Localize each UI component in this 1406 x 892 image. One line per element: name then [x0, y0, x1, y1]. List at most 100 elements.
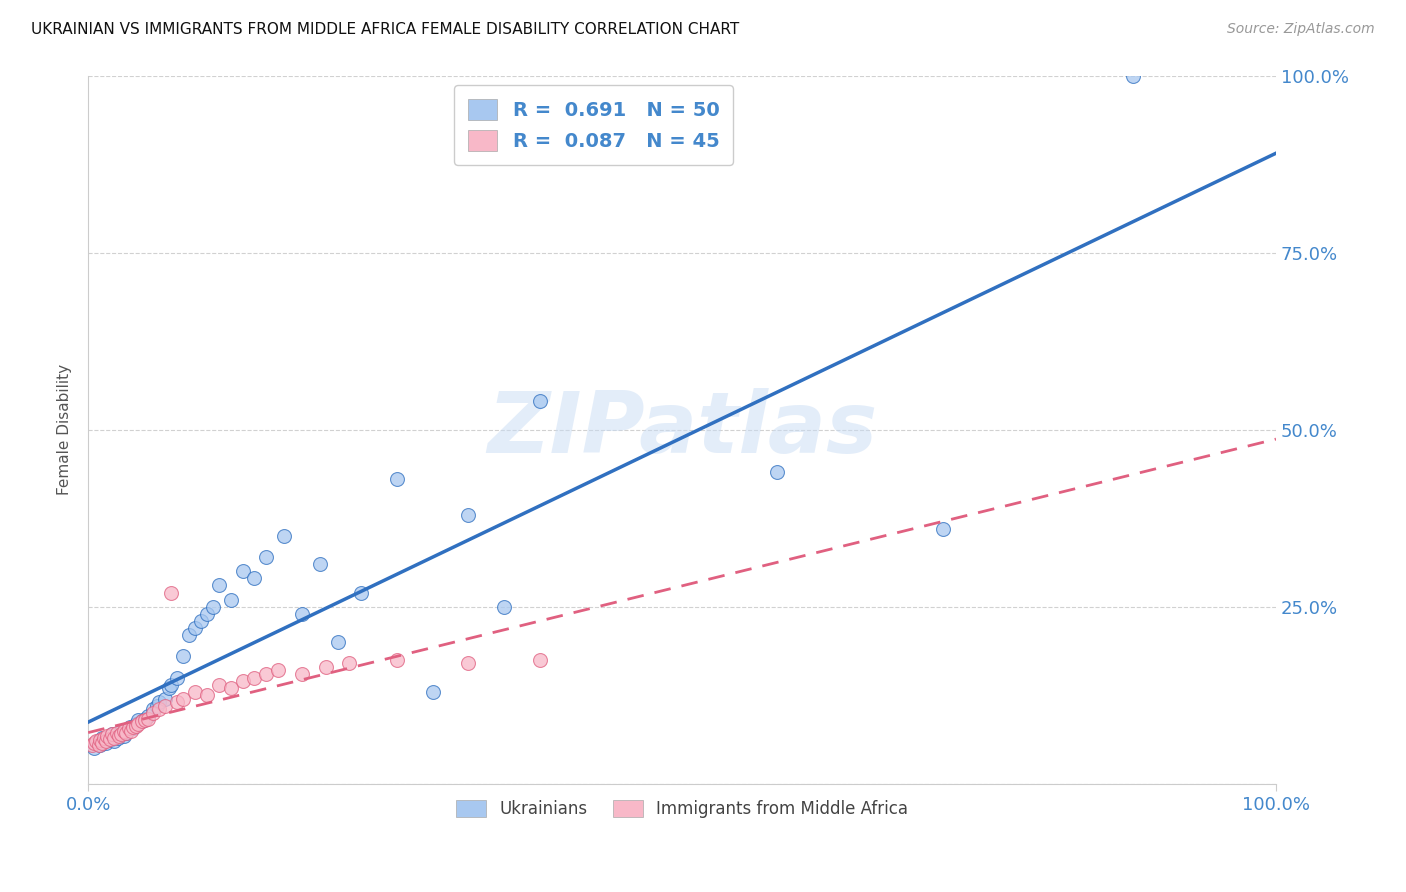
Point: [86, 734, 108, 748]
Point: [91, 731, 114, 745]
Point: [83, 736, 105, 750]
Point: [94, 736, 117, 750]
Point: [155, 691, 177, 706]
Point: [110, 723, 132, 738]
Point: [83, 741, 105, 756]
Point: [146, 698, 169, 713]
Point: [326, 635, 349, 649]
Point: [155, 698, 177, 713]
Point: [112, 729, 135, 743]
Point: [166, 671, 188, 685]
Point: [103, 731, 125, 745]
Point: [98, 732, 121, 747]
Point: [201, 599, 224, 614]
Point: [98, 732, 121, 747]
Point: [1122, 69, 1144, 83]
Point: [127, 716, 149, 731]
Point: [291, 667, 314, 681]
Point: [91, 736, 114, 750]
Text: UKRAINIAN VS IMMIGRANTS FROM MIDDLE AFRICA FEMALE DISABILITY CORRELATION CHART: UKRAINIAN VS IMMIGRANTS FROM MIDDLE AFRI…: [31, 22, 740, 37]
Point: [115, 725, 138, 739]
Point: [94, 734, 117, 748]
Point: [184, 684, 207, 698]
Point: [93, 731, 115, 745]
Point: [315, 660, 337, 674]
Point: [122, 722, 145, 736]
Point: [157, 681, 180, 695]
Point: [142, 702, 165, 716]
Point: [112, 723, 135, 738]
Point: [766, 465, 789, 479]
Point: [101, 727, 124, 741]
Point: [148, 702, 170, 716]
Point: [107, 731, 129, 745]
Point: [142, 706, 165, 720]
Legend: Ukrainians, Immigrants from Middle Africa: Ukrainians, Immigrants from Middle Afric…: [450, 794, 915, 825]
Point: [101, 727, 124, 741]
Point: [134, 712, 156, 726]
Point: [254, 667, 277, 681]
Text: Source: ZipAtlas.com: Source: ZipAtlas.com: [1227, 22, 1375, 37]
Point: [122, 720, 145, 734]
Point: [80, 738, 103, 752]
Point: [267, 664, 290, 678]
Point: [160, 585, 183, 599]
Point: [195, 607, 218, 621]
Point: [232, 564, 254, 578]
Point: [118, 720, 141, 734]
Point: [134, 713, 156, 727]
Point: [108, 729, 131, 743]
Point: [529, 394, 551, 409]
Point: [184, 621, 207, 635]
Point: [273, 529, 295, 543]
Point: [89, 732, 111, 747]
Point: [136, 709, 159, 723]
Point: [148, 695, 170, 709]
Point: [308, 557, 330, 571]
Point: [492, 599, 515, 614]
Point: [350, 585, 373, 599]
Point: [131, 714, 153, 729]
Point: [243, 671, 266, 685]
Point: [96, 729, 118, 743]
Point: [172, 691, 194, 706]
Point: [131, 714, 153, 729]
Point: [124, 719, 146, 733]
Point: [457, 657, 479, 671]
Point: [136, 712, 159, 726]
Point: [160, 677, 183, 691]
Point: [232, 674, 254, 689]
Point: [120, 723, 142, 738]
Point: [172, 649, 194, 664]
Text: ZIPatlas: ZIPatlas: [486, 388, 877, 471]
Point: [529, 653, 551, 667]
Point: [89, 738, 111, 752]
Point: [208, 677, 231, 691]
Y-axis label: Female Disability: Female Disability: [58, 364, 72, 495]
Point: [385, 472, 408, 486]
Point: [195, 688, 218, 702]
Point: [208, 578, 231, 592]
Point: [110, 727, 132, 741]
Point: [117, 722, 139, 736]
Point: [457, 508, 479, 522]
Point: [291, 607, 314, 621]
Point: [103, 734, 125, 748]
Point: [124, 716, 146, 731]
Point: [243, 571, 266, 585]
Point: [219, 681, 242, 695]
Point: [422, 684, 444, 698]
Point: [166, 695, 188, 709]
Point: [105, 725, 128, 739]
Point: [87, 738, 110, 752]
Point: [179, 628, 201, 642]
Point: [339, 657, 361, 671]
Point: [254, 550, 277, 565]
Point: [190, 614, 212, 628]
Point: [385, 653, 408, 667]
Point: [86, 734, 108, 748]
Point: [115, 725, 138, 739]
Point: [127, 713, 149, 727]
Point: [932, 522, 955, 536]
Point: [219, 592, 242, 607]
